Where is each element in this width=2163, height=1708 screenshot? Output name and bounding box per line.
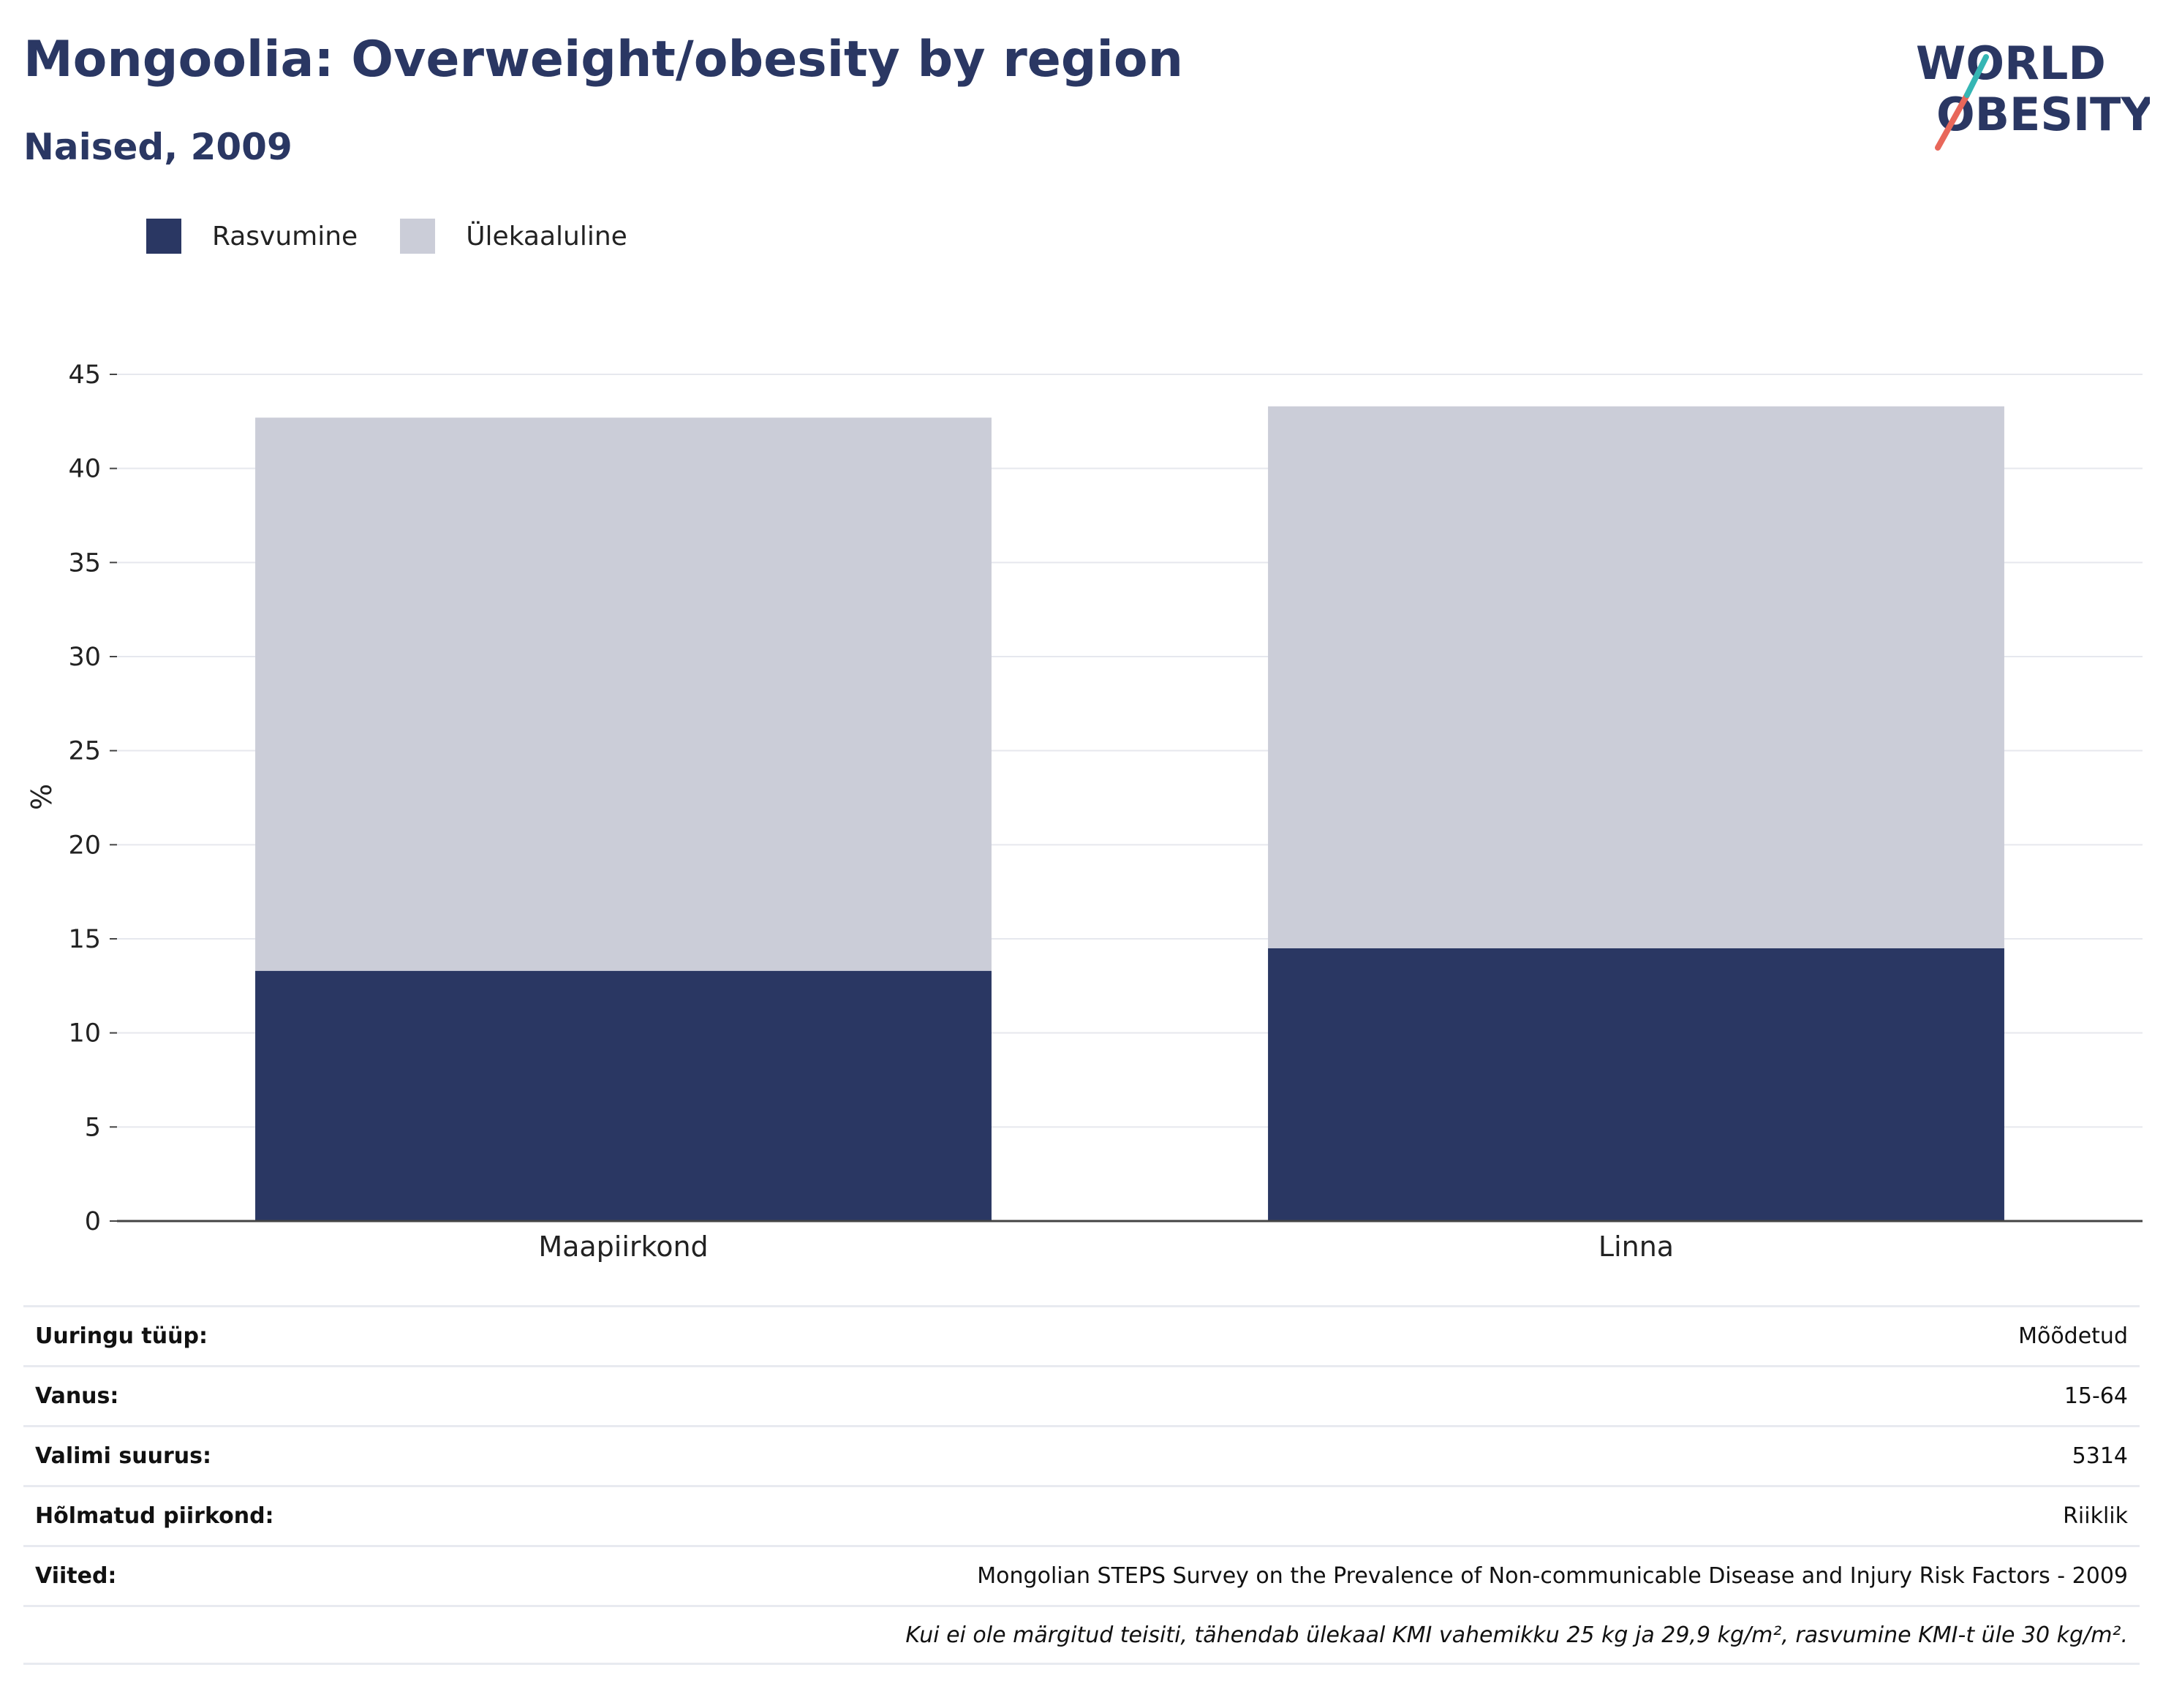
y-tick-label: 15 bbox=[68, 925, 101, 954]
info-key: Valimi suurus: bbox=[35, 1443, 211, 1469]
info-value: Mongolian STEPS Survey on the Prevalence… bbox=[977, 1563, 2128, 1589]
info-table: Uuringu tüüp: Mõõdetud Vanus: 15-64 Vali… bbox=[23, 1305, 2140, 1665]
y-tick-label: 40 bbox=[68, 455, 101, 484]
y-axis-title: % bbox=[26, 784, 58, 810]
info-row-age: Vanus: 15-64 bbox=[23, 1365, 2140, 1425]
y-tick-label: 5 bbox=[85, 1113, 101, 1142]
info-row-note: Kui ei ole märgitud teisiti, tähendab ül… bbox=[23, 1605, 2140, 1665]
info-value: 15-64 bbox=[2064, 1383, 2128, 1409]
info-key: Vanus: bbox=[35, 1383, 119, 1409]
info-key: Viited: bbox=[35, 1563, 117, 1589]
info-row-survey-type: Uuringu tüüp: Mõõdetud bbox=[23, 1305, 2140, 1365]
y-tick-label: 35 bbox=[68, 548, 101, 578]
y-tick-label: 25 bbox=[68, 737, 101, 766]
legend-label-obesity: Rasvumine bbox=[212, 221, 358, 252]
legend-item-obesity: Rasvumine bbox=[146, 219, 358, 254]
y-tick-label: 0 bbox=[85, 1207, 101, 1236]
legend-label-overweight: Ülekaaluline bbox=[466, 221, 627, 252]
legend-item-overweight: Ülekaaluline bbox=[400, 219, 627, 254]
legend-swatch-obesity bbox=[146, 219, 181, 254]
y-tick-label: 20 bbox=[68, 831, 101, 860]
world-obesity-logo: WORLD OBESITY bbox=[1916, 37, 2150, 151]
info-value: Riiklik bbox=[2063, 1503, 2128, 1529]
bar-overweight-1 bbox=[255, 417, 992, 971]
info-value: Mõõdetud bbox=[2018, 1323, 2128, 1349]
definition-note: Kui ei ole märgitud teisiti, tähendab ül… bbox=[905, 1622, 2128, 1648]
x-category-label: Maapiirkond bbox=[538, 1231, 708, 1263]
info-row-sample-size: Valimi suurus: 5314 bbox=[23, 1425, 2140, 1485]
y-tick-label: 45 bbox=[68, 360, 101, 390]
y-tick-label: 30 bbox=[68, 643, 101, 672]
info-key: Uuringu tüüp: bbox=[35, 1323, 208, 1349]
logo-line1: WORLD bbox=[1916, 37, 2106, 90]
chart-legend: Rasvumine Ülekaaluline bbox=[146, 216, 670, 257]
x-category-labels: Maapiirkond Linna bbox=[538, 1231, 1674, 1263]
info-row-area: Hõlmatud piirkond: Riiklik bbox=[23, 1485, 2140, 1545]
bars bbox=[255, 406, 2004, 1221]
bar-obesity-1 bbox=[255, 970, 992, 1221]
chart-title: Mongoolia: Overweight/obesity by region bbox=[23, 31, 1183, 88]
bar-obesity-2 bbox=[1268, 948, 2004, 1221]
y-tick-labels: 0 5 10 15 20 25 30 35 40 45 bbox=[68, 360, 117, 1236]
info-value: 5314 bbox=[2072, 1443, 2128, 1469]
chart-subtitle: Naised, 2009 bbox=[23, 126, 292, 168]
y-tick-label: 10 bbox=[68, 1019, 101, 1048]
bar-overweight-2 bbox=[1268, 406, 2004, 948]
legend-swatch-overweight bbox=[400, 219, 436, 254]
stacked-bar-chart: 0 5 10 15 20 25 30 35 40 45 Maapiirkond Linna % bbox=[26, 360, 2143, 1263]
info-key: Hõlmatud piirkond: bbox=[35, 1503, 274, 1529]
logo-line2: OBESITY bbox=[1936, 88, 2150, 141]
x-category-label: Linna bbox=[1598, 1231, 1674, 1263]
info-row-references: Viited: Mongolian STEPS Survey on the Pr… bbox=[23, 1545, 2140, 1605]
